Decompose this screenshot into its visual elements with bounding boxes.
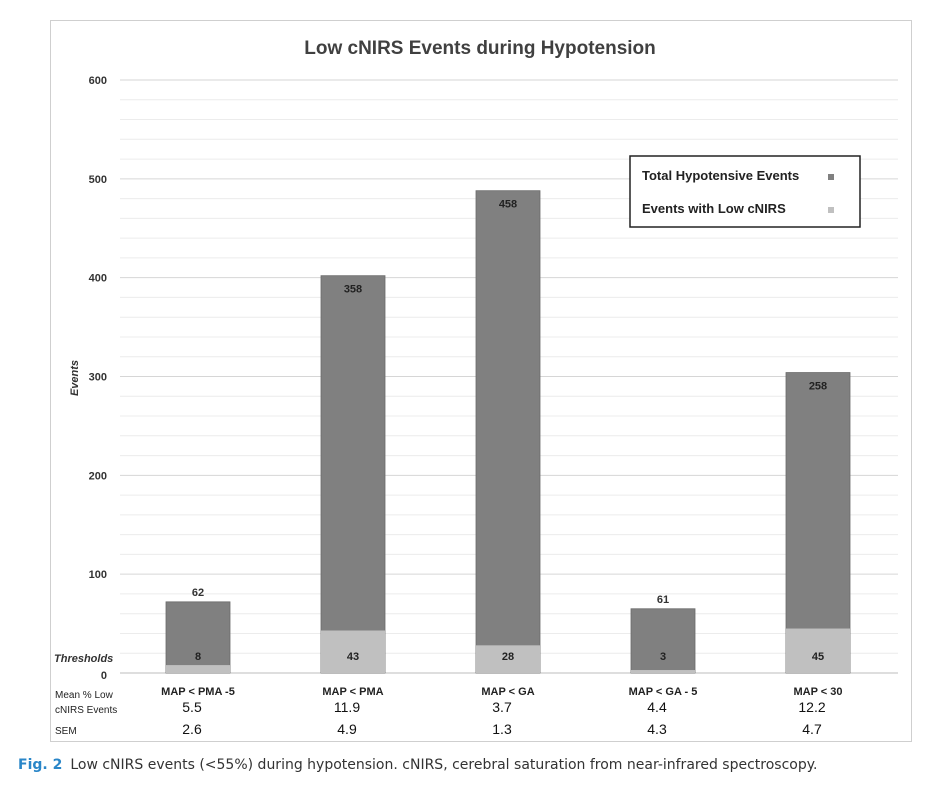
sem-value: 1.3 <box>492 721 512 737</box>
thresholds-label: Thresholds <box>54 653 113 665</box>
bar-low-cnirs <box>166 665 230 673</box>
mean-value: 12.2 <box>798 699 825 715</box>
x-category-label: MAP < GA <box>481 686 534 698</box>
bar-total <box>475 190 541 674</box>
legend-swatch-low <box>828 207 834 213</box>
y-tick-label: 100 <box>89 569 107 581</box>
data-label-total: 61 <box>657 594 669 606</box>
bar-total <box>165 601 231 674</box>
y-tick-labels: 0 100 200 300 400 500 600 <box>89 75 107 682</box>
x-category-label: MAP < PMA -5 <box>161 686 235 698</box>
bar-low-cnirs <box>786 628 850 673</box>
y-axis-label: Events <box>69 360 81 396</box>
data-label-total: 458 <box>499 199 517 211</box>
data-label-total: 62 <box>192 587 204 599</box>
data-label-low: 28 <box>502 651 514 663</box>
sem-value: 4.9 <box>337 721 357 737</box>
row-label-sem: SEM <box>55 726 77 737</box>
caption-text: Low cNIRS events (<55%) during hypotensi… <box>70 757 818 773</box>
bar-low-cnirs <box>631 670 695 673</box>
legend-label-low: Events with Low cNIRS <box>642 201 786 216</box>
x-category-label: MAP < PMA <box>322 686 383 698</box>
legend: Total Hypotensive Events Events with Low… <box>629 155 861 228</box>
mean-value: 5.5 <box>182 699 202 715</box>
row-label-mean: Mean % Low cNIRS Events <box>55 690 117 716</box>
legend-label-total: Total Hypotensive Events <box>642 168 799 183</box>
data-label-total: 258 <box>809 381 827 393</box>
data-label-total: 358 <box>344 284 362 296</box>
mean-value: 3.7 <box>492 699 512 715</box>
x-category-label: MAP < GA - 5 <box>629 686 698 698</box>
y-tick-label: 200 <box>89 470 107 482</box>
sem-value: 2.6 <box>182 721 202 737</box>
x-category-label: MAP < 30 <box>793 686 842 698</box>
mean-value: 11.9 <box>334 699 360 715</box>
bar-total <box>785 372 851 674</box>
y-tick-label: 300 <box>89 372 107 384</box>
figure-caption: Fig. 2 Low cNIRS events (<55%) during hyp… <box>18 757 817 773</box>
bar-total <box>630 608 696 674</box>
stats-table: Mean % Low cNIRS Events SEM 5.5 11.9 3.7 4.4 12… <box>55 690 826 737</box>
bars: 62 8 MAP < PMA -5 358 43 MAP < PMA 458 28 MAP < … <box>161 190 851 698</box>
y-tick-label: 600 <box>89 75 107 87</box>
bar-low-cnirs <box>476 645 540 673</box>
mean-value: 4.4 <box>647 699 667 715</box>
sem-value: 4.3 <box>647 721 667 737</box>
figure-label: Fig. 2 <box>18 757 63 773</box>
y-tick-label: 500 <box>89 174 107 186</box>
data-label-low: 3 <box>660 651 666 663</box>
sem-value: 4.7 <box>802 721 822 737</box>
legend-swatch-total <box>828 174 834 180</box>
y-tick-label: 400 <box>89 273 107 285</box>
bar-total <box>320 275 386 674</box>
y-tick-label: 0 <box>101 670 107 682</box>
data-label-low: 8 <box>195 651 201 663</box>
bar-low-cnirs <box>321 630 385 673</box>
data-label-low: 43 <box>347 651 359 663</box>
data-label-low: 45 <box>812 651 824 663</box>
chart-title: Low cNIRS Events during Hypotension <box>304 38 656 59</box>
